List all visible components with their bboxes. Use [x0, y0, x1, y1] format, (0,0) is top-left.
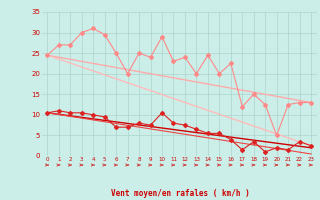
- Text: Vent moyen/en rafales ( km/h ): Vent moyen/en rafales ( km/h ): [111, 189, 250, 198]
